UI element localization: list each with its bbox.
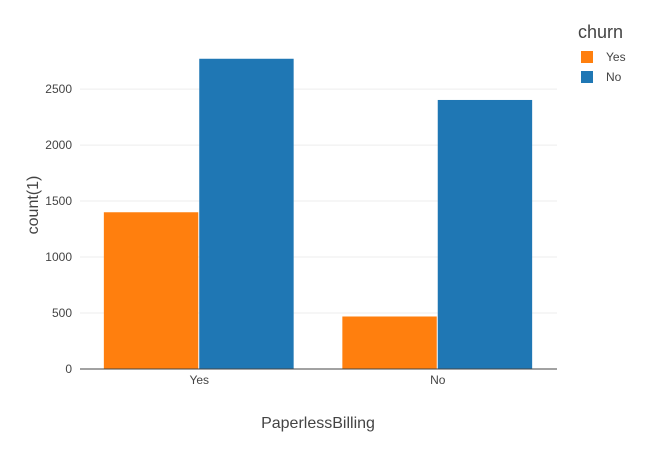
bars: [103, 58, 533, 370]
legend-item-yes[interactable]: Yes: [581, 50, 626, 64]
y-tick-label: 0: [65, 362, 72, 376]
legend-swatch: [581, 71, 593, 83]
x-tick-labels: Yes No: [189, 373, 445, 387]
legend: churn Yes No: [578, 22, 626, 84]
legend-item-no[interactable]: No: [581, 70, 622, 84]
y-tick-labels: 0 500 1000 1500 2000 2500: [45, 82, 72, 376]
legend-title: churn: [578, 22, 623, 42]
legend-swatch: [581, 51, 593, 63]
legend-label: Yes: [606, 50, 626, 64]
y-tick-label: 1000: [45, 250, 72, 264]
y-axis-title: count(1): [25, 176, 42, 235]
y-tick-label: 500: [52, 306, 72, 320]
bar-no-churn-yes[interactable]: [342, 316, 437, 369]
y-tick-label: 2500: [45, 82, 72, 96]
x-tick-label: No: [430, 373, 446, 387]
bar-yes-churn-yes[interactable]: [103, 212, 199, 369]
legend-label: No: [606, 70, 622, 84]
bar-yes-churn-no[interactable]: [199, 58, 294, 369]
y-tick-label: 1500: [45, 194, 72, 208]
legend-items: Yes No: [581, 50, 626, 84]
x-tick-label: Yes: [189, 373, 209, 387]
y-tick-label: 2000: [45, 138, 72, 152]
bar-no-churn-no[interactable]: [437, 99, 533, 370]
x-axis-title: PaperlessBilling: [261, 415, 375, 432]
